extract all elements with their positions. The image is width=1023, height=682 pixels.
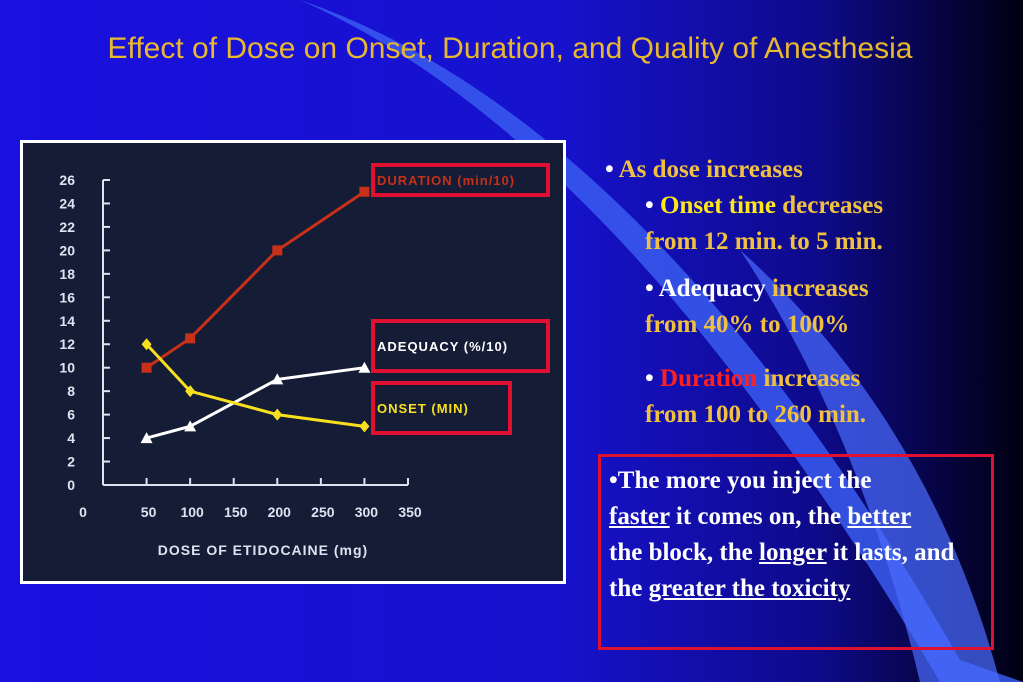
- y-tick-label: 18: [59, 266, 75, 282]
- data-point: [140, 432, 153, 444]
- x-tick-label: 100: [180, 504, 204, 520]
- y-tick-label: 22: [59, 219, 75, 235]
- y-tick-label: 16: [59, 289, 75, 305]
- y-tick-label: 10: [59, 360, 75, 376]
- x-tick-label: 250: [311, 504, 335, 520]
- x-tick-label: 350: [398, 504, 422, 520]
- y-tick-label: 8: [67, 383, 75, 399]
- emph-toxicity: greater the toxicity: [648, 575, 851, 602]
- series-line: [145, 343, 365, 428]
- y-tick-label: 2: [67, 454, 75, 470]
- data-point: [359, 420, 370, 433]
- data-point: [272, 408, 283, 421]
- summary-box: •The more you inject the faster it comes …: [598, 454, 994, 650]
- bullet-adequacy: • Adequacy increases from 40% to 100%: [645, 275, 869, 338]
- legend-label: ONSET (MIN): [377, 401, 469, 416]
- data-point: [184, 420, 197, 432]
- bullet-main: • As dose increases: [605, 156, 803, 183]
- y-tick-label: 12: [59, 336, 75, 352]
- y-tick-label: 0: [67, 477, 75, 493]
- series-line: [145, 190, 366, 369]
- y-tick-label: 6: [67, 407, 75, 423]
- data-point: [185, 385, 196, 398]
- emph-faster: faster: [609, 503, 670, 530]
- duration-term: Duration: [660, 365, 758, 392]
- x-tick-label: 150: [224, 504, 248, 520]
- y-tick-label: 24: [59, 195, 75, 211]
- chart-panel: 0 2 4 6 8 10 12 14 16 18 20 22 24 26 0 50 100 150 200 250 30…: [20, 140, 566, 584]
- data-point: [358, 361, 371, 373]
- slide-title: Effect of Dose on Onset, Duration, and Q…: [107, 32, 913, 65]
- x-tick-label: 50: [141, 504, 157, 520]
- data-point: [141, 338, 152, 351]
- x-axis-label: DOSE OF ETIDOCAINE (mg): [158, 542, 368, 558]
- bullet-onset: • Onset time decreases from 12 min. to 5…: [645, 192, 884, 255]
- legend-label: ADEQUACY (%/10): [377, 339, 508, 354]
- legend-highlight-box: [371, 381, 512, 435]
- y-tick-label: 14: [59, 313, 75, 329]
- bullet-duration: • Duration increases from 100 to 260 min…: [645, 365, 867, 428]
- emph-better: better: [847, 503, 912, 530]
- x-tick-label: 200: [268, 504, 292, 520]
- x-tick-label: 0: [79, 504, 87, 520]
- x-tick-label: 300: [355, 504, 379, 520]
- legend-label: DURATION (min/10): [377, 173, 515, 188]
- y-tick-label: 26: [59, 172, 75, 188]
- legend-highlight-box: [371, 319, 550, 373]
- adequacy-term: Adequacy: [658, 275, 766, 302]
- y-tick-label: 4: [67, 430, 75, 446]
- data-point: [271, 373, 284, 385]
- y-tick-label: 20: [59, 242, 75, 258]
- data-point: [141, 362, 152, 373]
- legend-highlight-box: [371, 163, 550, 197]
- data-point: [359, 186, 370, 197]
- data-point: [272, 245, 283, 256]
- onset-term: Onset time: [660, 192, 776, 219]
- emph-longer: longer: [759, 539, 827, 566]
- data-point: [185, 333, 196, 344]
